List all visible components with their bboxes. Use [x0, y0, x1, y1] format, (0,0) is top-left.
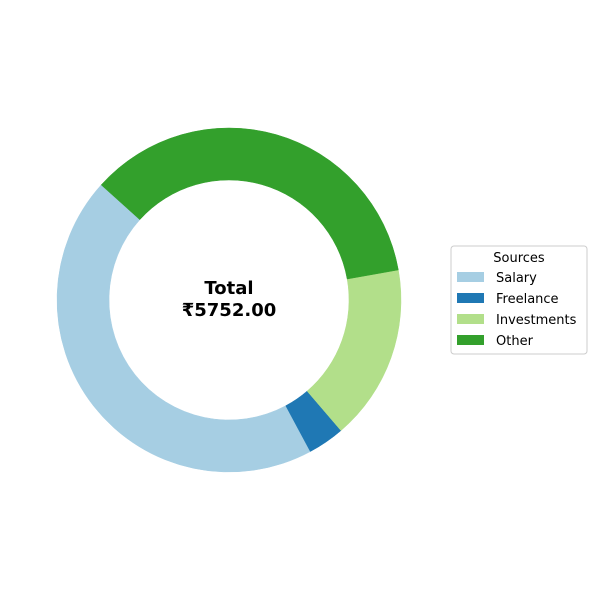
legend-label-salary: Salary — [496, 271, 537, 286]
legend-title: Sources — [493, 251, 545, 266]
legend-frame — [450, 245, 588, 355]
legend-label-other: Other — [496, 334, 534, 349]
donut-slice-other — [100, 127, 399, 280]
legend-swatch-investments — [457, 314, 484, 324]
legend: Sources Salary Freelance Investments Other — [450, 245, 588, 355]
legend-items: Salary Freelance Investments Other — [457, 271, 577, 349]
legend-swatch-other — [457, 335, 484, 345]
center-total-value: ₹5752.00 — [182, 300, 277, 321]
legend-swatch-salary — [457, 272, 484, 282]
donut-slice-salary — [56, 184, 311, 473]
donut-slice-investments — [306, 269, 402, 431]
center-total-label: Total — [204, 278, 253, 299]
legend-label-investments: Investments — [496, 313, 577, 328]
donut-slices — [56, 127, 402, 473]
legend-label-freelance: Freelance — [496, 292, 559, 307]
legend-swatch-freelance — [457, 293, 484, 303]
